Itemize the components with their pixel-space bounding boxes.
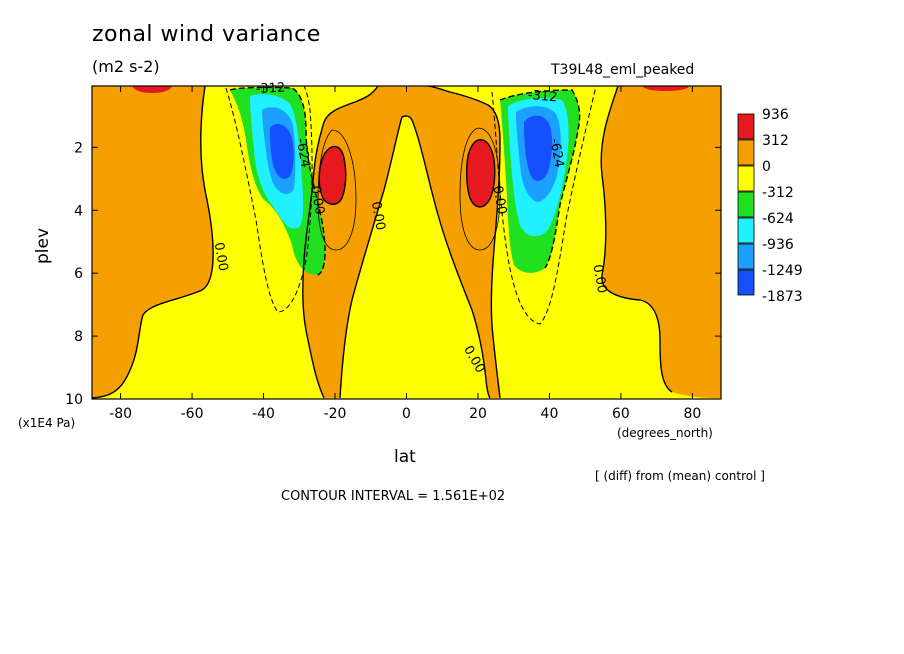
contour-fill-blue-north [524,115,553,181]
contour-line-north-max-ring [459,127,501,251]
x-tick-label: -60 [181,406,204,422]
run-label: T39L48_eml_peaked [551,62,695,78]
y-tick-label: 8 [74,329,83,345]
diff-note: [ (diff) from (mean) control ] [595,469,765,483]
colorbar-label: -1249 [762,263,803,279]
contour-fill-red-south [319,146,346,205]
x-tick-label: 40 [541,406,559,422]
y-unit-label: (x1E4 Pa) [18,416,76,430]
filled-contours [92,86,721,399]
contour-line-north-max-edge [465,139,496,208]
contour-line-zero-west [92,86,214,399]
colorbar-label: -624 [762,211,794,227]
colorbar: 936 312 0 -312 -624 -936 -1249 -1873 [737,107,803,305]
x-unit-label: (degrees_north) [617,426,713,440]
colorbar-label: -1873 [762,289,803,305]
contour-interval: CONTOUR INTERVAL = 1.561E+02 [281,489,506,504]
contour-label: 0.00 [211,241,231,272]
x-tick-label: -20 [324,406,347,422]
colorbar-swatch [737,191,755,218]
contour-line-north-lobe-edges [499,89,581,269]
colorbar-label: 312 [762,133,789,149]
contour-fill-orange-center [300,86,500,398]
contour-label: -624 [547,137,567,169]
y-tick-label: 4 [74,203,83,219]
contour-line-zero-center [302,86,501,399]
colorbar-swatch [737,217,755,244]
y-tick-label: 10 [65,392,83,408]
colorbar-swatch [737,269,755,296]
contour-line-zero-east [600,86,673,393]
x-axis-label: lat [394,447,416,467]
contour-label: 0.00 [589,263,609,294]
colorbar-label: -312 [762,185,794,201]
contour-fill-orange-east [601,86,721,398]
x-tick-label: -80 [109,406,132,422]
chart-units: (m2 s-2) [92,57,160,76]
contour-line-neg-south-outer [225,86,313,313]
contour-label: -312 [255,81,285,98]
chart-title: zonal wind variance [92,22,321,47]
colorbar-label: -936 [762,237,794,253]
x-tick-label: 60 [612,406,630,422]
x-tick-label: 20 [469,406,487,422]
contour-line-neg-north-outer [491,86,597,325]
contour-line-south-lobe-edges [229,86,326,276]
y-tick-label: 6 [74,266,83,282]
contour-fill-red-top-west [132,86,172,93]
contour-label: -624 [293,137,313,169]
x-tick-label: 0 [402,406,411,422]
contour-line-south-max-edge [318,145,347,205]
contour-label: 0.00 [307,185,327,216]
colorbar-label: 0 [762,159,771,175]
contour-fill-red-top-east [642,86,690,91]
y-axis: 2 4 6 8 10 [65,140,721,408]
contour-label: 0.00 [368,200,388,231]
contour-label: -312 [527,88,558,106]
contour-lines [92,86,673,399]
contour-fill-red-north [466,139,495,207]
colorbar-swatch [737,113,755,140]
y-tick-label: 2 [74,140,83,156]
x-tick-label: -40 [252,406,275,422]
colorbar-label: 936 [762,107,789,123]
x-axis: -80 -60 -40 -20 0 20 40 60 80 [109,86,701,422]
contour-label: 0.00 [489,185,509,216]
contour-fill-orange-west [92,86,214,398]
colorbar-swatch [737,243,755,270]
contour-fill-blue-south [270,123,294,179]
x-tick-label: 80 [683,406,701,422]
colorbar-swatch [737,165,755,192]
colorbar-swatch [737,139,755,166]
